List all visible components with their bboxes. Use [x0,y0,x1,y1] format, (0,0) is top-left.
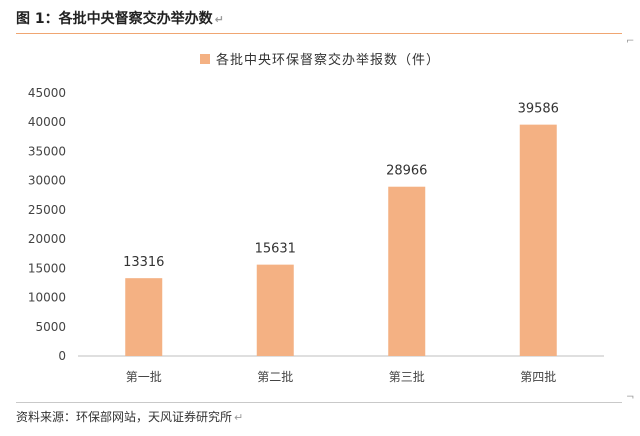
y-tick-label: 40000 [28,115,66,129]
paragraph-mark-icon: ↵ [234,411,244,424]
y-tick-label: 35000 [28,144,66,158]
data-label: 28966 [386,164,427,179]
y-tick-label: 15000 [28,261,66,275]
data-label: 39586 [518,102,559,117]
source-text: 资料来源：环保部网站，天风证券研究所 [16,410,233,424]
x-category-label: 第二批 [257,369,293,384]
legend-swatch [199,53,210,64]
paragraph-mark-icon: ↵ [214,13,224,26]
y-tick-label: 0 [58,349,66,363]
y-tick-label: 5000 [35,320,66,334]
figure-title: 图 1：各批中央督察交办举办数 ↵ [16,8,224,28]
chart-legend: 各批中央环保督察交办举报数（件） [0,49,640,68]
y-tick-label: 10000 [28,291,66,305]
data-label: 15631 [255,242,296,257]
x-category-label: 第三批 [389,369,425,384]
source-note: 资料来源：环保部网站，天风证券研究所 ↵ [16,408,243,425]
source-rule [16,402,622,403]
y-tick-label: 30000 [28,174,66,188]
legend-series-name: 各批中央环保督察交办举报数（件） [215,53,440,68]
bar-chart: 0 5000 10000 15000 20000 25000 30000 35000 40000… [28,86,604,384]
y-tick-label: 25000 [28,203,66,217]
bar [519,124,557,357]
x-category-label: 第一批 [126,369,162,384]
corner-mark-icon: ⌐ [626,36,635,47]
corner-mark-icon: ¬ [626,392,635,403]
title-rule [16,33,622,34]
figure-title-text: 图 1：各批中央督察交办举办数 [16,11,213,27]
bar [256,264,294,356]
data-label: 13316 [123,255,164,270]
y-tick-label: 45000 [28,86,66,100]
bar [125,278,163,356]
x-category-label: 第四批 [520,369,556,384]
y-tick-label: 20000 [28,232,66,246]
bar [388,186,426,356]
